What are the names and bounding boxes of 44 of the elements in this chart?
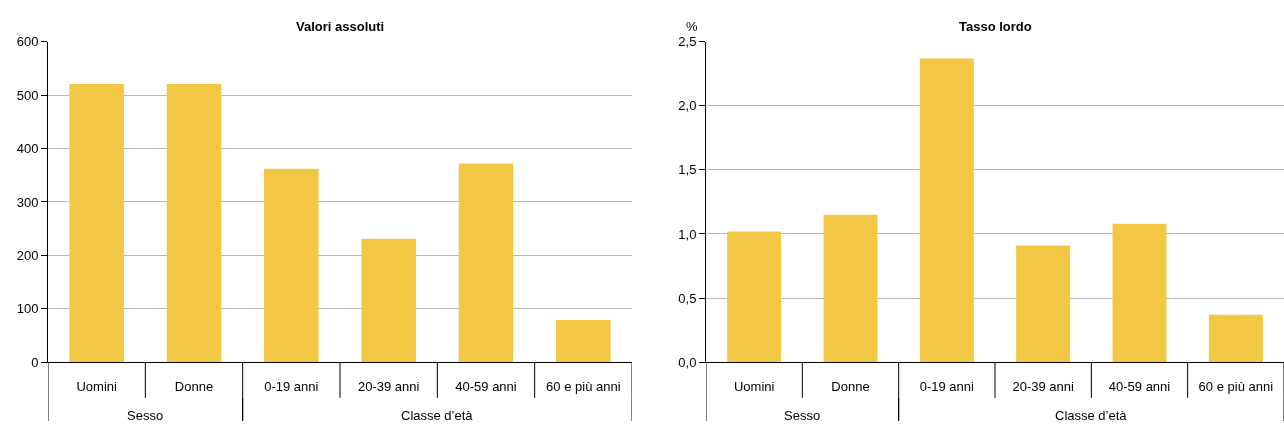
y-tick-label: 0,5 xyxy=(678,290,697,306)
x-tick-label: Donne xyxy=(831,378,870,394)
x-tick-label: 60 e più anni xyxy=(1198,378,1274,394)
y-tick-label: 0 xyxy=(31,354,39,370)
y-axis-title: % xyxy=(686,19,698,34)
y-tick-label: 300 xyxy=(16,194,39,210)
x-tick-label: 40-59 anni xyxy=(455,378,517,394)
y-tick-label: 600 xyxy=(16,34,39,50)
bar xyxy=(458,163,514,363)
bar xyxy=(1016,245,1071,363)
y-tick-label: 2,0 xyxy=(678,98,697,114)
x-tick-label: Uomini xyxy=(76,378,117,394)
x-tick-label: 60 e più anni xyxy=(546,378,621,394)
y-tick-label: 2,5 xyxy=(678,34,697,50)
bar xyxy=(361,238,416,363)
bar xyxy=(264,168,319,363)
text: Classe d’età xyxy=(1055,408,1128,423)
bar xyxy=(556,319,611,363)
bar xyxy=(919,58,974,363)
x-tick-label: 20-39 anni xyxy=(357,378,420,394)
text: Sesso xyxy=(784,408,821,423)
x-tick-label: 0-19 anni xyxy=(919,378,975,394)
chart-title: Tasso lordo xyxy=(959,19,1032,34)
y-tick-label: 200 xyxy=(16,247,39,263)
bar xyxy=(1112,223,1167,363)
x-tick-label: 0-19 anni xyxy=(264,378,319,394)
x-tick-label: Uomini xyxy=(733,378,775,394)
y-tick-label: 1,5 xyxy=(678,162,697,178)
x-tick-label: 40-59 anni xyxy=(1108,378,1171,394)
bar xyxy=(823,214,878,363)
y-tick-label: 400 xyxy=(16,141,39,157)
bar xyxy=(69,83,124,363)
bar xyxy=(727,231,782,363)
x-tick-label: 20-39 anni xyxy=(1012,378,1074,394)
text: Sesso xyxy=(127,408,164,423)
x-tick-label: Donne xyxy=(174,378,214,394)
y-tick-label: 1,0 xyxy=(678,226,697,242)
text: Classe d’età xyxy=(401,408,474,423)
bar xyxy=(166,83,222,363)
y-tick-label: 500 xyxy=(16,87,39,103)
bar xyxy=(1208,314,1263,363)
chart-title: Valori assoluti xyxy=(296,19,385,34)
y-tick-label: 0,0 xyxy=(678,354,697,370)
y-tick-label: 100 xyxy=(16,301,39,317)
